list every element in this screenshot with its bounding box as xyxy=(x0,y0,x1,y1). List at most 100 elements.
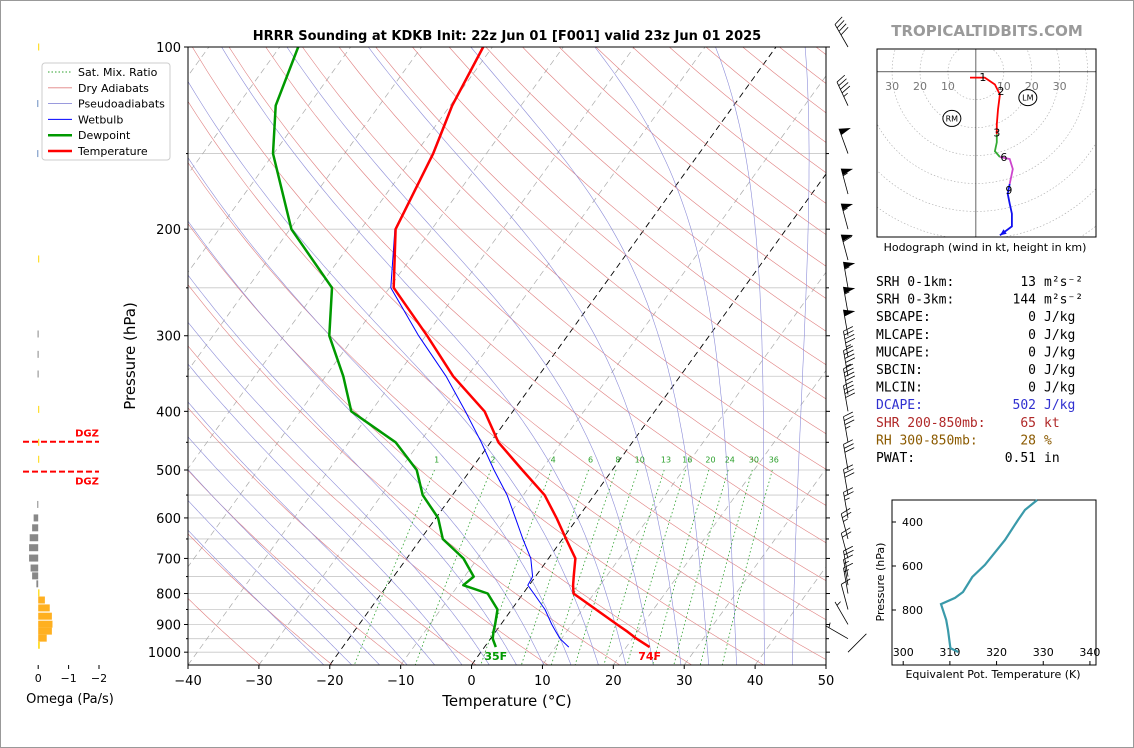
stat-unit: % xyxy=(1044,433,1052,448)
stat-label: SRH 0-1km: xyxy=(876,275,954,290)
pseudoadiabat xyxy=(368,47,682,665)
storm-motion-marker xyxy=(942,109,962,127)
dry-adiabat xyxy=(265,47,826,544)
hodograph-ring-label: 30 xyxy=(1053,80,1067,93)
pseudoadiabat xyxy=(188,157,572,665)
mixing-ratio-line xyxy=(721,469,773,665)
theta-x-label: Equivalent Pot. Temperature (K) xyxy=(905,668,1080,681)
mixing-ratio-label: 4 xyxy=(551,456,556,465)
isotherm xyxy=(188,47,351,273)
omega-bar xyxy=(37,370,39,378)
stat-label: SRH 0-3km: xyxy=(876,293,954,308)
hodograph-ring-label: 20 xyxy=(913,80,927,93)
pseudoadiabat xyxy=(188,321,490,665)
pseudoadiabat xyxy=(188,220,545,665)
stat-unit: in xyxy=(1044,451,1060,466)
dry-adiabat xyxy=(412,47,826,400)
omega-bar xyxy=(38,612,52,620)
mixing-ratio-label: 2 xyxy=(490,456,495,465)
x-tick-label: −30 xyxy=(245,674,272,689)
wind-barb xyxy=(834,601,849,625)
pseudoadiabat xyxy=(188,529,325,665)
omega-bar xyxy=(32,524,39,532)
wind-barb xyxy=(843,345,856,377)
stat-value: 0 xyxy=(1028,345,1036,360)
stat-unit: J/kg xyxy=(1044,310,1075,325)
theta-x-tick-label: 330 xyxy=(1033,646,1054,659)
legend-label: Dewpoint xyxy=(78,129,131,142)
isotherm xyxy=(188,47,422,372)
dry-adiabat xyxy=(485,47,826,332)
dry-adiabat xyxy=(188,284,621,665)
stat-label: SBCIN: xyxy=(876,363,923,378)
storm-motion-label: LM xyxy=(1022,94,1033,103)
y-tick-label: 700 xyxy=(156,552,181,567)
omega-bar xyxy=(38,455,40,463)
omega-bar xyxy=(38,589,40,597)
omega-bar xyxy=(38,620,53,628)
wind-barb xyxy=(843,326,856,357)
series-line xyxy=(392,47,651,649)
plot-background: 1 2 4 6 8 10 13 16 20 24 30 36 xyxy=(188,47,826,665)
isotherm xyxy=(188,47,281,175)
hodograph-caption: Hodograph (wind in kt, height in km) xyxy=(884,241,1087,254)
stat-unit: J/kg xyxy=(1044,345,1075,360)
stat-value: 28 xyxy=(1020,433,1036,448)
hodograph-trace xyxy=(999,156,1014,185)
stat-value: 0 xyxy=(1028,310,1036,325)
hodograph-ring-label: 10 xyxy=(997,80,1011,93)
wind-barb xyxy=(842,286,856,313)
height-label: 1 xyxy=(979,71,986,84)
dry-adiabat xyxy=(188,533,333,665)
omega-bar xyxy=(36,580,39,588)
mixing-ratio-line xyxy=(652,469,710,665)
stat-label: DCAPE: xyxy=(876,398,923,413)
omega-tick-label: 0 xyxy=(35,672,42,685)
stat-label: PWAT: xyxy=(876,451,915,466)
isotherm xyxy=(188,47,635,665)
theta-x-tick-label: 320 xyxy=(986,646,1007,659)
hodograph-ring-label: 10 xyxy=(941,80,955,93)
pseudoadiabat xyxy=(188,436,408,665)
theta-x-tick-label: 300 xyxy=(893,646,914,659)
x-tick-label: 10 xyxy=(534,674,551,689)
x-axis-label: Temperature (°C) xyxy=(441,692,571,710)
mixing-ratio-line xyxy=(699,469,753,665)
isotherm xyxy=(471,173,826,665)
isotherm xyxy=(188,47,493,470)
hodograph-trace xyxy=(999,183,1013,237)
dry-adiabat xyxy=(188,345,549,665)
pseudoadiabat xyxy=(188,363,463,665)
pseudoadiabat xyxy=(188,274,517,665)
hodograph-frame xyxy=(876,48,1097,238)
mixing-ratio-label: 6 xyxy=(588,456,593,465)
theta-line xyxy=(939,499,1038,653)
wind-barb xyxy=(840,508,852,540)
wind-barb xyxy=(847,633,867,653)
mixing-ratio-line xyxy=(603,469,665,665)
hodograph-ring-label: 30 xyxy=(885,80,899,93)
dgz-label: DGZ xyxy=(75,477,99,488)
omega-bar xyxy=(37,330,39,338)
wind-barb xyxy=(836,74,851,106)
omega-bar xyxy=(38,43,40,51)
stats-table: SRH 0-1km: 13 m²s⁻² SRH 0-3km: 144 m²s⁻² SBCAP… xyxy=(876,275,1083,466)
height-label: 2 xyxy=(998,85,1005,98)
y-tick-label: 300 xyxy=(156,330,181,345)
dry-adiabat xyxy=(188,407,477,665)
omega-bar xyxy=(29,554,39,562)
legend-label: Pseudoadiabats xyxy=(78,98,165,111)
y-tick-label: 900 xyxy=(156,618,181,633)
dry-adiabat xyxy=(302,47,826,506)
omega-bar xyxy=(38,596,45,604)
legend-box xyxy=(41,62,171,161)
wind-barb xyxy=(838,128,851,154)
mixing-ratio-line xyxy=(521,469,589,665)
stat-unit: J/kg xyxy=(1044,398,1075,413)
y-tick-label: 500 xyxy=(156,464,181,479)
dry-adiabat xyxy=(522,47,826,299)
chart-title: HRRR Sounding at KDKB Init: 22z Jun 01 [… xyxy=(253,29,761,44)
stat-unit: J/kg xyxy=(1044,363,1075,378)
isotherm xyxy=(542,271,826,665)
